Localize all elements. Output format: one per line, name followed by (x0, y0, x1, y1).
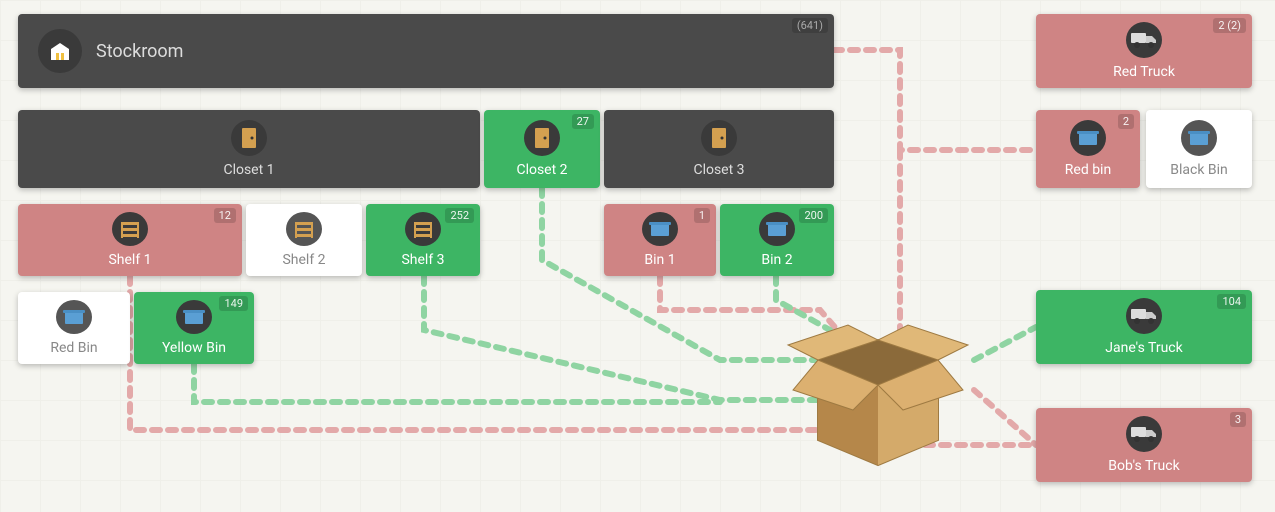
node-label: Stockroom (96, 41, 183, 62)
node-closet1[interactable]: Closet 1 (18, 110, 480, 188)
node-shelf1[interactable]: Shelf 1 12 (18, 204, 242, 276)
bin-icon (1070, 120, 1106, 156)
node-badge: 2 (1118, 114, 1134, 129)
bin-icon (56, 300, 92, 334)
door-icon (524, 120, 560, 156)
node-label: Bob's Truck (1108, 458, 1179, 474)
node-label: Closet 2 (516, 162, 567, 178)
node-badge: 104 (1217, 294, 1246, 309)
node-badge: 12 (214, 208, 236, 223)
truck-icon (1126, 416, 1162, 452)
truck-icon (1126, 22, 1162, 58)
node-redtruck[interactable]: Red Truck 2 (2) (1036, 14, 1252, 88)
shelf-icon (405, 212, 441, 246)
bin-icon (759, 212, 795, 246)
node-label: Bin 2 (761, 252, 792, 268)
node-bin1[interactable]: Bin 1 1 (604, 204, 716, 276)
node-label: Shelf 2 (282, 252, 325, 268)
node-blackbin[interactable]: Black Bin (1146, 110, 1252, 188)
shelf-icon (112, 212, 148, 246)
node-redbin_r[interactable]: Red bin 2 (1036, 110, 1140, 188)
node-badge: 2 (2) (1213, 18, 1246, 33)
node-badge: 200 (799, 208, 828, 223)
box-icon (778, 300, 978, 480)
node-shelf3[interactable]: Shelf 3 252 (366, 204, 480, 276)
node-badge: 252 (445, 208, 474, 223)
node-shelf2[interactable]: Shelf 2 (246, 204, 362, 276)
shelf-icon (286, 212, 322, 246)
bin-icon (642, 212, 678, 246)
node-redbin_l[interactable]: Red Bin (18, 292, 130, 364)
node-label: Bin 1 (644, 252, 675, 268)
node-closet2[interactable]: Closet 2 27 (484, 110, 600, 188)
node-label: Closet 1 (223, 162, 274, 178)
node-label: Closet 3 (693, 162, 744, 178)
door-icon (231, 120, 267, 156)
node-label: Red bin (1065, 162, 1111, 178)
node-janetruck[interactable]: Jane's Truck 104 (1036, 290, 1252, 364)
node-label: Shelf 3 (401, 252, 444, 268)
door-icon (701, 120, 737, 156)
node-badge: 149 (219, 296, 248, 311)
node-label: Red Truck (1113, 64, 1175, 80)
truck-icon (1126, 298, 1162, 334)
node-badge: (641) (792, 18, 828, 33)
node-label: Black Bin (1170, 162, 1228, 178)
node-label: Red Bin (50, 340, 97, 356)
bin-icon (176, 300, 212, 334)
node-badge: 1 (694, 208, 710, 223)
node-yellowbin[interactable]: Yellow Bin 149 (134, 292, 254, 364)
node-label: Yellow Bin (162, 340, 226, 356)
warehouse-icon (38, 29, 82, 73)
node-label: Jane's Truck (1105, 340, 1182, 356)
node-label: Shelf 1 (108, 252, 151, 268)
node-closet3[interactable]: Closet 3 (604, 110, 834, 188)
bin-icon (1181, 120, 1217, 156)
node-bobtruck[interactable]: Bob's Truck 3 (1036, 408, 1252, 482)
node-stockroom[interactable]: Stockroom (641) (18, 14, 834, 88)
node-badge: 3 (1230, 412, 1246, 427)
node-badge: 27 (572, 114, 594, 129)
node-bin2[interactable]: Bin 2 200 (720, 204, 834, 276)
